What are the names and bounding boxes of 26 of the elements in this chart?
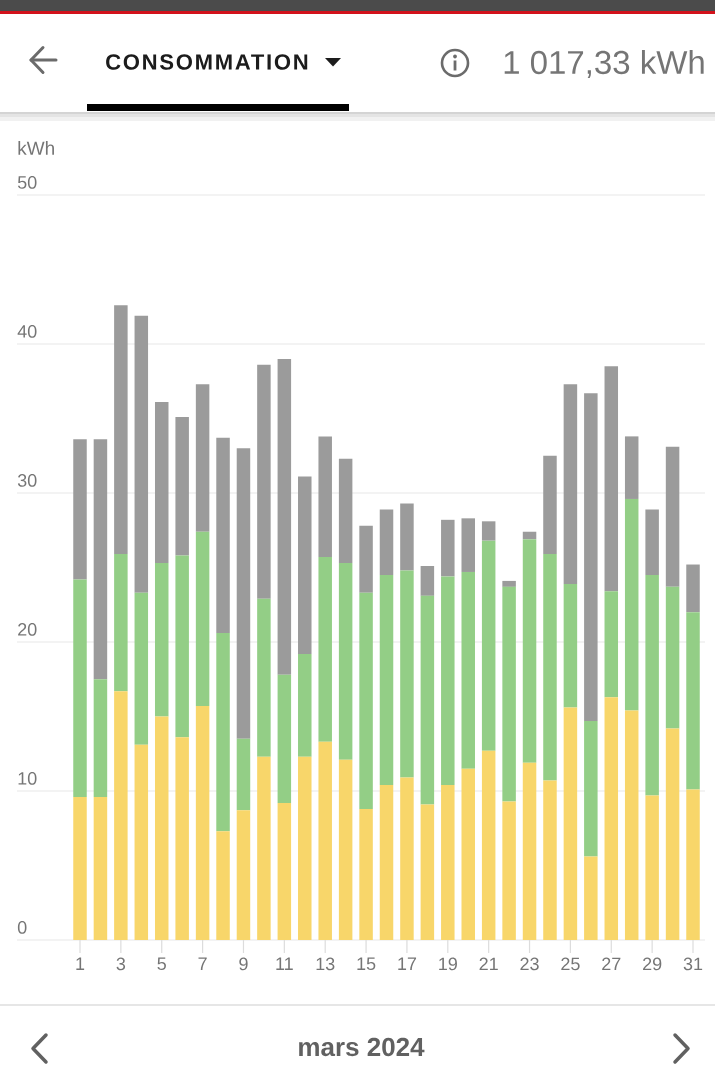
x-tick-label: 31 — [683, 957, 703, 971]
text: 1 017,33 kWh — [504, 49, 704, 79]
x-tick-label: 9 — [239, 957, 248, 971]
y-tick-label: 50 — [17, 176, 37, 189]
x-tick-label: 13 — [316, 957, 335, 971]
y-tick-label: 10 — [18, 772, 37, 785]
y-tick-label: 40 — [17, 325, 37, 338]
x-tick-label: 19 — [439, 957, 457, 971]
y-axis-title: kWh — [18, 141, 54, 155]
x-tick-label: 7 — [198, 957, 207, 970]
x-tick-label: 21 — [479, 957, 498, 971]
x-tick-label: 17 — [398, 957, 417, 970]
x-tick-label: 29 — [643, 957, 662, 971]
y-tick-label: 30 — [17, 474, 37, 487]
x-tick-label: 15 — [357, 957, 376, 971]
y-tick-label: 20 — [18, 623, 37, 636]
x-axis-title: mars 2024 — [299, 1037, 425, 1057]
x-tick-label: 5 — [157, 957, 166, 971]
x-tick-label: 27 — [602, 957, 621, 971]
x-tick-label: 11 — [276, 957, 293, 970]
x-tick-label: 3 — [116, 957, 126, 971]
x-tick-label: 23 — [520, 957, 539, 971]
x-tick-label: 25 — [561, 957, 580, 971]
x-tick-label: 1 — [76, 957, 85, 970]
y-tick-label: 0 — [17, 921, 27, 934]
chart-title: CONSOMMATION — [106, 54, 308, 70]
